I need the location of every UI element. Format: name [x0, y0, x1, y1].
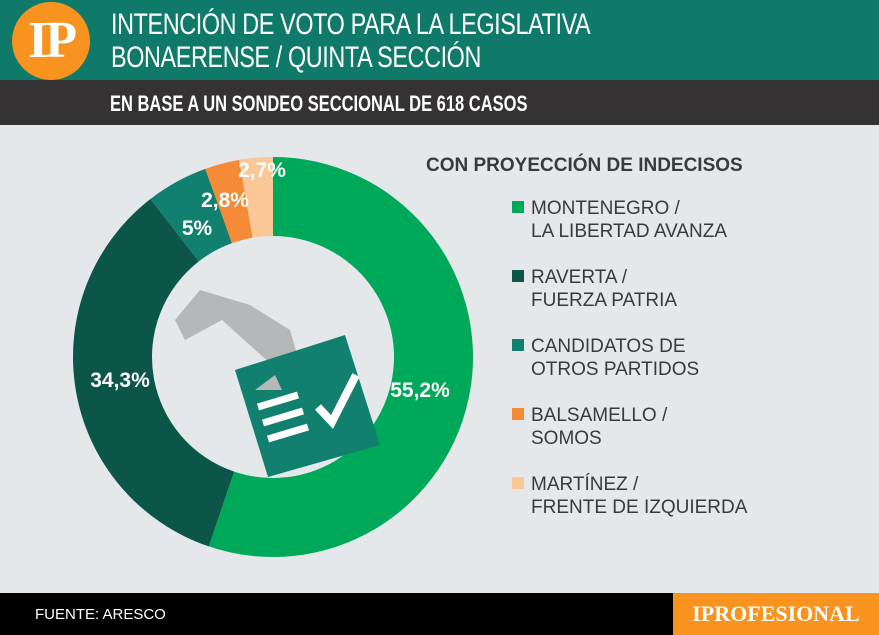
data-label-0: 55,2% — [390, 379, 450, 402]
slice-2 — [150, 168, 233, 262]
source-text: FUENTE: ARESCO — [35, 606, 166, 623]
data-label-4: 2,7% — [238, 159, 286, 182]
subtitle-bar: EN BASE A UN SONDEO SECCIONAL DE 618 CAS… — [0, 80, 879, 125]
legend-swatch — [512, 408, 524, 420]
legend-item: RAVERTA / FUERZA PATRIA — [512, 266, 678, 312]
ballot-hand-illustration — [175, 290, 380, 477]
title-line2: BONAERENSE / QUINTA SECCIÓN — [111, 41, 482, 74]
data-label-3: 2,8% — [201, 189, 249, 212]
slice-0 — [208, 157, 474, 557]
legend-item: BALSAMELLO / SOMOS — [512, 404, 668, 450]
slice-3 — [205, 159, 253, 244]
legend-line1: RAVERTA / — [531, 267, 628, 288]
legend-item: MONTENEGRO / LA LIBERTAD AVANZA — [512, 197, 728, 243]
legend-swatch — [512, 339, 524, 351]
legend-line2: LA LIBERTAD AVANZA — [531, 221, 728, 242]
data-label-2: 5% — [182, 217, 213, 240]
legend-swatch — [512, 201, 524, 213]
legend-line1: MONTENEGRO / — [531, 198, 680, 219]
legend-line2: FUERZA PATRIA — [531, 290, 678, 311]
slice-4 — [239, 157, 273, 238]
legend-line1: BALSAMELLO / — [531, 405, 668, 426]
legend-line2: FRENTE DE IZQUIERDA — [531, 497, 748, 518]
legend-item: MARTÍNEZ / FRENTE DE IZQUIERDA — [512, 473, 748, 519]
title-line1: INTENCIÓN DE VOTO PARA LA LEGISLATIVA — [111, 8, 591, 41]
legend-line1: MARTÍNEZ / — [531, 474, 639, 495]
footer: FUENTE: ARESCO IPROFESIONAL — [0, 593, 879, 635]
subtitle: EN BASE A UN SONDEO SECCIONAL DE 618 CAS… — [110, 91, 528, 116]
legend-swatch — [512, 477, 524, 489]
legend-line2: SOMOS — [531, 428, 602, 449]
chart-title: INTENCIÓN DE VOTO PARA LA LEGISLATIVA BON… — [111, 8, 591, 74]
donut-chart: 55,2% 34,3% 5% 2,8% 2,7% — [73, 157, 474, 557]
legend-title: CON PROYECCIÓN DE INDECISOS — [426, 155, 743, 176]
brand-logo: IPROFESIONAL — [673, 593, 879, 635]
legend-item: CANDIDATOS DE OTROS PARTIDOS — [512, 335, 700, 381]
legend-line1: CANDIDATOS DE — [531, 336, 686, 357]
legend-swatch — [512, 270, 524, 282]
data-label-1: 34,3% — [90, 369, 150, 392]
header-bar: INTENCIÓN DE VOTO PARA LA LEGISLATIVA BON… — [0, 0, 879, 80]
ip-logo: IP — [12, 2, 90, 80]
slice-1 — [73, 198, 235, 547]
legend-line2: OTROS PARTIDOS — [531, 359, 700, 380]
